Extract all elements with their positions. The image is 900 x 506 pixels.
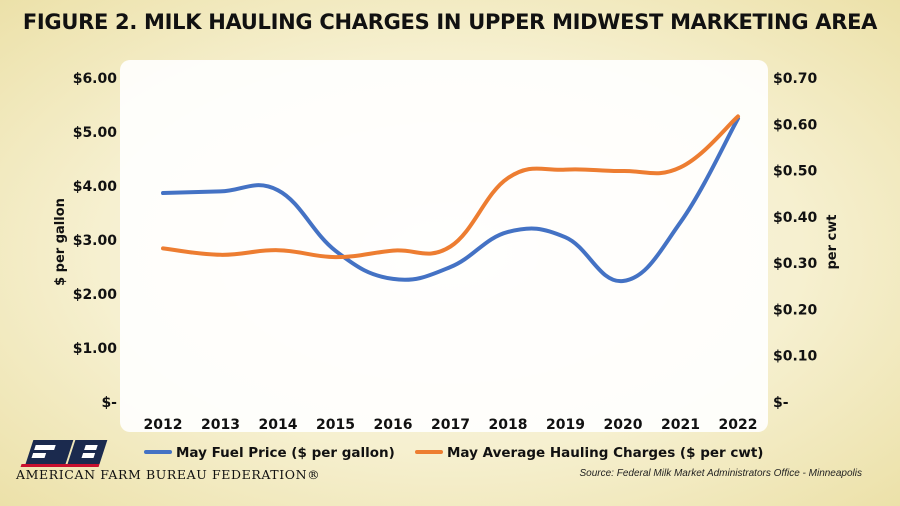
x-tick-label: 2014 xyxy=(259,417,298,433)
afbf-logo xyxy=(20,440,108,467)
left-axis-label: $ per gallon xyxy=(53,198,68,286)
right-tick-label: $0.60 xyxy=(773,117,818,133)
left-tick-label: $5.00 xyxy=(73,125,118,141)
x-tick-label: 2021 xyxy=(661,417,700,433)
x-tick-label: 2020 xyxy=(604,417,643,433)
right-axis-label: per cwt xyxy=(825,215,840,270)
series-lines xyxy=(161,114,740,284)
left-tick-label: $3.00 xyxy=(73,233,118,249)
left-tick-label: $6.00 xyxy=(73,71,118,87)
chart-title: FIGURE 2. MILK HAULING CHARGES IN UPPER … xyxy=(22,10,878,34)
x-tick-label: 2012 xyxy=(144,417,183,433)
right-tick-label: $0.40 xyxy=(773,210,818,226)
x-axis-ticks: 2012 2013 2014 2015 2016 2017 2018 2019 2020 2021… xyxy=(144,417,758,433)
legend: May Fuel Price ($ per gallon) May Average… xyxy=(144,445,763,461)
x-tick-label: 2018 xyxy=(489,417,528,433)
x-tick-label: 2019 xyxy=(546,417,585,433)
right-tick-label: $0.30 xyxy=(773,256,818,272)
fb-mark-icon xyxy=(20,440,108,467)
x-tick-label: 2013 xyxy=(201,417,240,433)
right-tick-label: $- xyxy=(773,395,789,411)
x-tick-label: 2022 xyxy=(719,417,758,433)
right-tick-label: $0.10 xyxy=(773,349,818,365)
plot-area xyxy=(120,60,768,432)
x-tick-label: 2016 xyxy=(374,417,413,433)
left-axis-ticks: $- $1.00 $2.00 $3.00 $4.00 $5.00 $6.00 xyxy=(73,71,118,411)
left-tick-label: $- xyxy=(101,395,117,411)
left-tick-label: $4.00 xyxy=(73,179,118,195)
source-note: Source: Federal Milk Market Administrato… xyxy=(579,468,863,479)
x-tick-label: 2015 xyxy=(316,417,355,433)
right-axis-ticks: $- $0.10 $0.20 $0.30 $0.40 $0.50 $0.60 $0.70 xyxy=(773,71,818,411)
right-tick-label: $0.50 xyxy=(773,164,818,180)
fuel-price-line xyxy=(161,116,740,284)
legend-label: May Fuel Price ($ per gallon) xyxy=(176,445,395,461)
right-tick-label: $0.20 xyxy=(773,302,818,318)
legend-label: May Average Hauling Charges ($ per cwt) xyxy=(447,445,763,461)
left-tick-label: $1.00 xyxy=(73,341,118,357)
x-tick-label: 2017 xyxy=(431,417,470,433)
org-name: AMERICAN FARM BUREAU FEDERATION® xyxy=(16,467,321,482)
left-tick-label: $2.00 xyxy=(73,287,118,303)
hauling-charge-line xyxy=(161,114,740,260)
right-tick-label: $0.70 xyxy=(773,71,818,87)
